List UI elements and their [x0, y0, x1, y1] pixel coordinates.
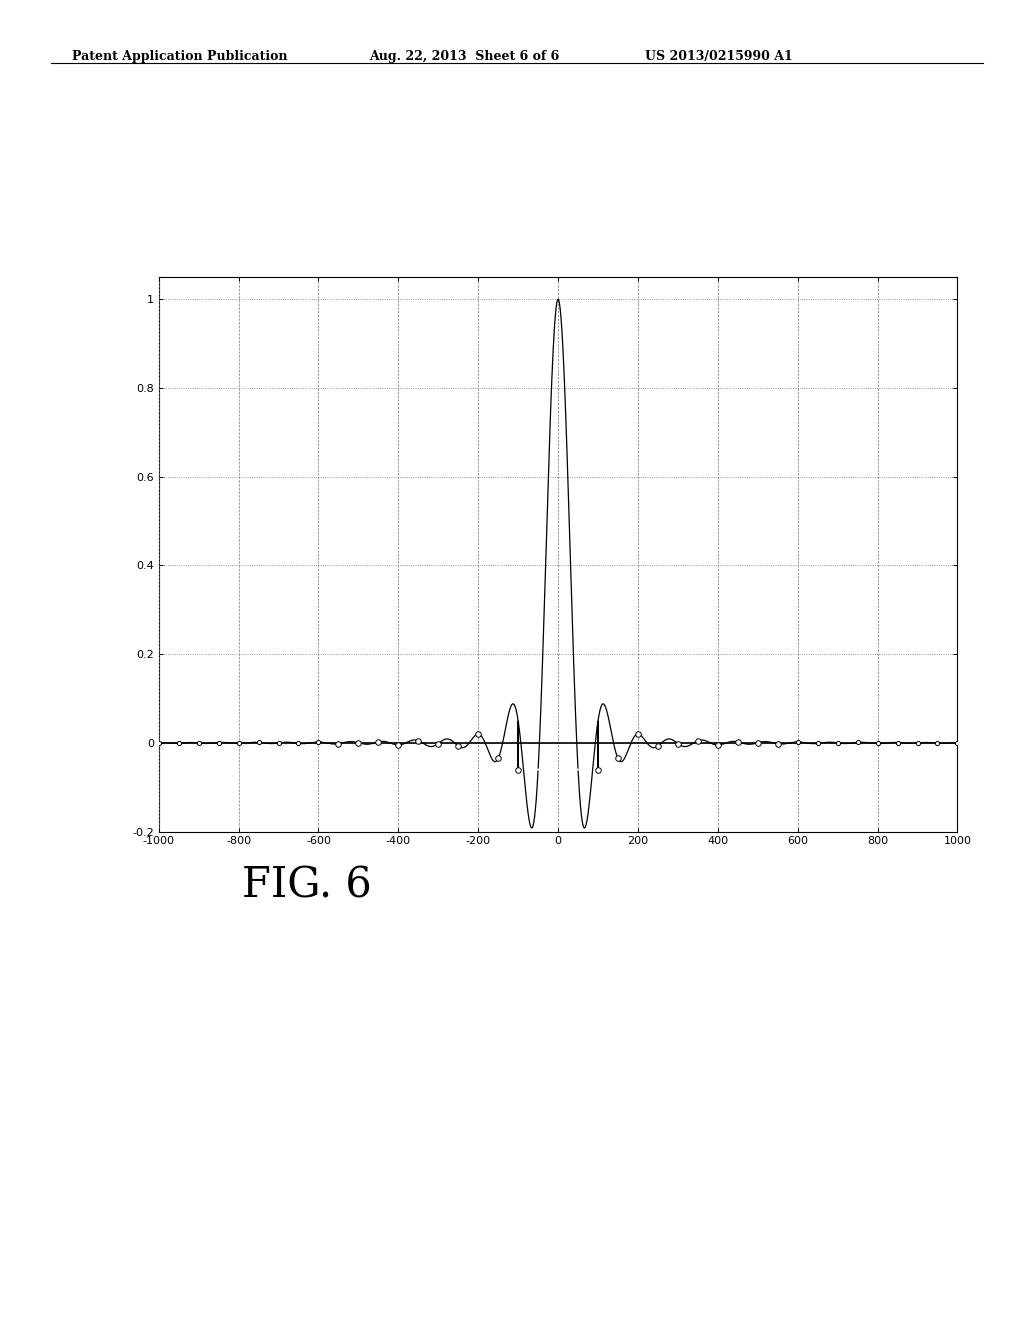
Text: Aug. 22, 2013  Sheet 6 of 6: Aug. 22, 2013 Sheet 6 of 6: [369, 50, 559, 63]
Text: FIG. 6: FIG. 6: [243, 865, 372, 907]
Text: US 2013/0215990 A1: US 2013/0215990 A1: [645, 50, 793, 63]
Text: Patent Application Publication: Patent Application Publication: [72, 50, 287, 63]
